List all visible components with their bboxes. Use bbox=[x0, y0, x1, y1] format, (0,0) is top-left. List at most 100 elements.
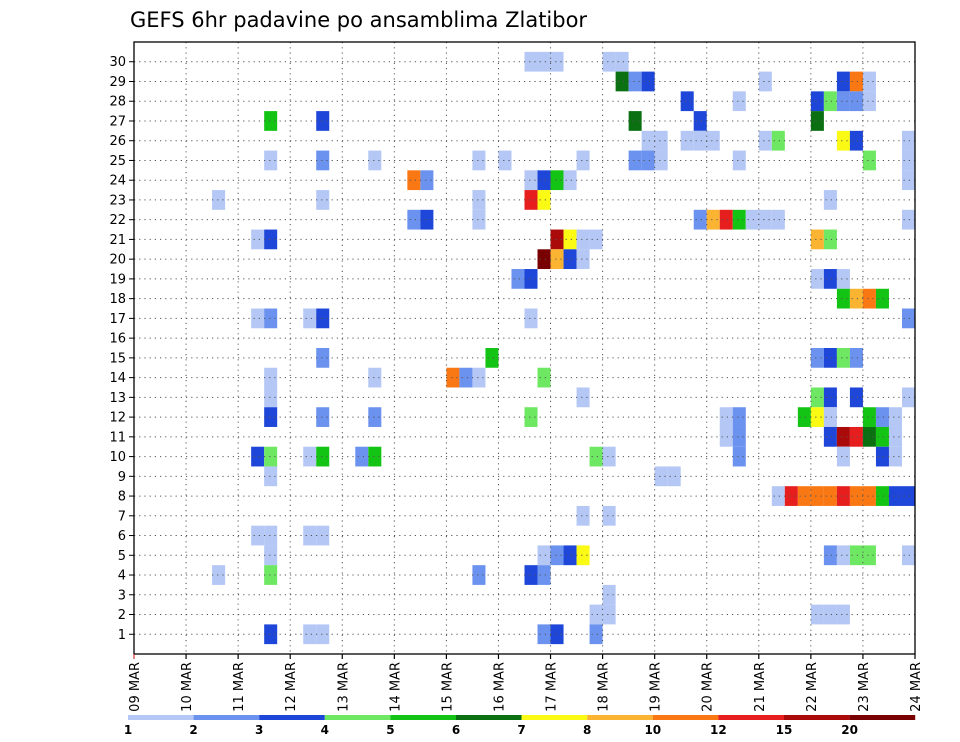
x-tick-label: 20 MAR bbox=[701, 662, 716, 712]
heatmap-cell bbox=[836, 348, 850, 368]
legend-label: 1 bbox=[124, 723, 132, 737]
heatmap-cell bbox=[316, 407, 330, 427]
heatmap-cell bbox=[550, 249, 564, 270]
heatmap-cell bbox=[316, 525, 330, 546]
heatmap-cell bbox=[823, 387, 837, 408]
heatmap-cell bbox=[472, 565, 486, 585]
heatmap-cell bbox=[524, 407, 538, 427]
x-tick-label: 14 MAR bbox=[388, 662, 403, 712]
heatmap-cell bbox=[511, 269, 525, 289]
heatmap-cell bbox=[524, 170, 538, 191]
heatmap-cell bbox=[771, 209, 785, 230]
heatmap-cell bbox=[810, 387, 824, 408]
heatmap-cell bbox=[563, 545, 577, 566]
heatmap-cell bbox=[602, 51, 616, 72]
y-tick-label: 5 bbox=[118, 549, 126, 564]
heatmap-cell bbox=[563, 170, 577, 191]
heatmap-cell bbox=[524, 51, 538, 72]
heatmap-cell bbox=[823, 269, 837, 289]
heatmap-cell bbox=[641, 150, 655, 171]
legend-swatch bbox=[128, 715, 194, 720]
heatmap-cell bbox=[537, 624, 551, 645]
y-tick-label: 10 bbox=[109, 450, 126, 465]
heatmap-cell bbox=[628, 71, 642, 92]
heatmap-cell bbox=[862, 91, 876, 112]
heatmap-cell bbox=[641, 71, 655, 92]
heatmap-cell bbox=[862, 150, 876, 171]
heatmap-cell bbox=[771, 130, 785, 151]
heatmap-cell bbox=[862, 407, 876, 427]
heatmap-cell bbox=[602, 446, 616, 467]
heatmap-cell bbox=[264, 525, 278, 546]
y-tick-label: 22 bbox=[109, 213, 126, 228]
heatmap-cell bbox=[888, 407, 902, 427]
heatmap-cell bbox=[836, 71, 850, 92]
legend-swatch bbox=[259, 715, 325, 720]
heatmap-cell bbox=[303, 525, 317, 546]
heatmap-cell bbox=[901, 486, 915, 506]
y-tick-label: 25 bbox=[109, 154, 126, 169]
plot-frame bbox=[133, 41, 916, 655]
heatmap-cell bbox=[719, 407, 733, 427]
heatmap-cell bbox=[862, 545, 876, 566]
heatmap-cell bbox=[589, 604, 603, 625]
legend-swatch bbox=[652, 715, 719, 720]
heatmap-cell bbox=[836, 269, 850, 289]
heatmap-cell bbox=[849, 387, 863, 408]
heatmap-cell bbox=[654, 130, 668, 151]
heatmap-cell bbox=[537, 249, 551, 270]
heatmap-cell bbox=[810, 486, 824, 506]
heatmap-cell bbox=[680, 91, 694, 112]
heatmap-cell bbox=[316, 150, 330, 171]
legend-swatch bbox=[521, 715, 588, 720]
heatmap-cell bbox=[537, 565, 551, 585]
heatmap-cell bbox=[498, 150, 512, 171]
heatmap-cell bbox=[875, 426, 889, 447]
heatmap-cell bbox=[303, 446, 317, 467]
x-tick-label: 17 MAR bbox=[545, 662, 560, 712]
heatmap-cell bbox=[563, 229, 577, 250]
heatmap-cell bbox=[849, 288, 863, 309]
heatmap-cell bbox=[823, 486, 837, 506]
heatmap-cell bbox=[836, 288, 850, 309]
heatmap-cell bbox=[524, 269, 538, 289]
legend-swatch bbox=[324, 715, 391, 720]
heatmap-cell bbox=[810, 348, 824, 368]
heatmap-cell bbox=[888, 486, 902, 506]
legend-swatch bbox=[390, 715, 456, 720]
heatmap-cell bbox=[264, 446, 278, 467]
legend-label: 20 bbox=[841, 723, 858, 737]
x-tick-label: 23 MAR bbox=[857, 662, 872, 712]
heatmap-cell bbox=[836, 486, 850, 506]
heatmap-cell bbox=[823, 190, 837, 210]
heatmap-cell bbox=[420, 209, 434, 230]
heatmap-cell bbox=[901, 545, 915, 566]
y-tick-label: 20 bbox=[109, 253, 126, 268]
heatmap-cell bbox=[368, 150, 382, 171]
y-tick-label: 28 bbox=[109, 95, 126, 110]
heatmap-cell bbox=[862, 486, 876, 506]
heatmap-cell bbox=[719, 426, 733, 447]
color-legend: 1 2 3 4 5 6 7 8 10 12 15 20 bbox=[124, 715, 916, 737]
legend-label: 10 bbox=[644, 723, 661, 737]
heatmap-cell bbox=[862, 426, 876, 447]
heatmap-cell bbox=[264, 624, 278, 645]
heatmap-cell bbox=[732, 209, 746, 230]
y-tick-label: 3 bbox=[118, 588, 126, 603]
x-tick-label: 21 MAR bbox=[753, 662, 768, 712]
heatmap-cell bbox=[849, 130, 863, 151]
y-tick-label: 21 bbox=[109, 233, 126, 248]
y-tick-label: 15 bbox=[109, 351, 126, 366]
legend-label: 2 bbox=[189, 723, 197, 737]
heatmap-cell bbox=[602, 505, 616, 526]
legend-label: 6 bbox=[452, 723, 460, 737]
legend-swatch bbox=[718, 715, 784, 720]
heatmap-cell bbox=[537, 367, 551, 388]
x-axis-ticks: 09 MAR 10 MAR 11 MAR 12 MAR 13 MAR 14 MAR 15 M… bbox=[128, 654, 924, 712]
heatmap-cell bbox=[316, 111, 330, 131]
heatmap-cell bbox=[472, 367, 486, 388]
heatmap-cell bbox=[563, 249, 577, 270]
heatmap-cell bbox=[576, 229, 590, 250]
heatmap-cell bbox=[602, 604, 616, 625]
